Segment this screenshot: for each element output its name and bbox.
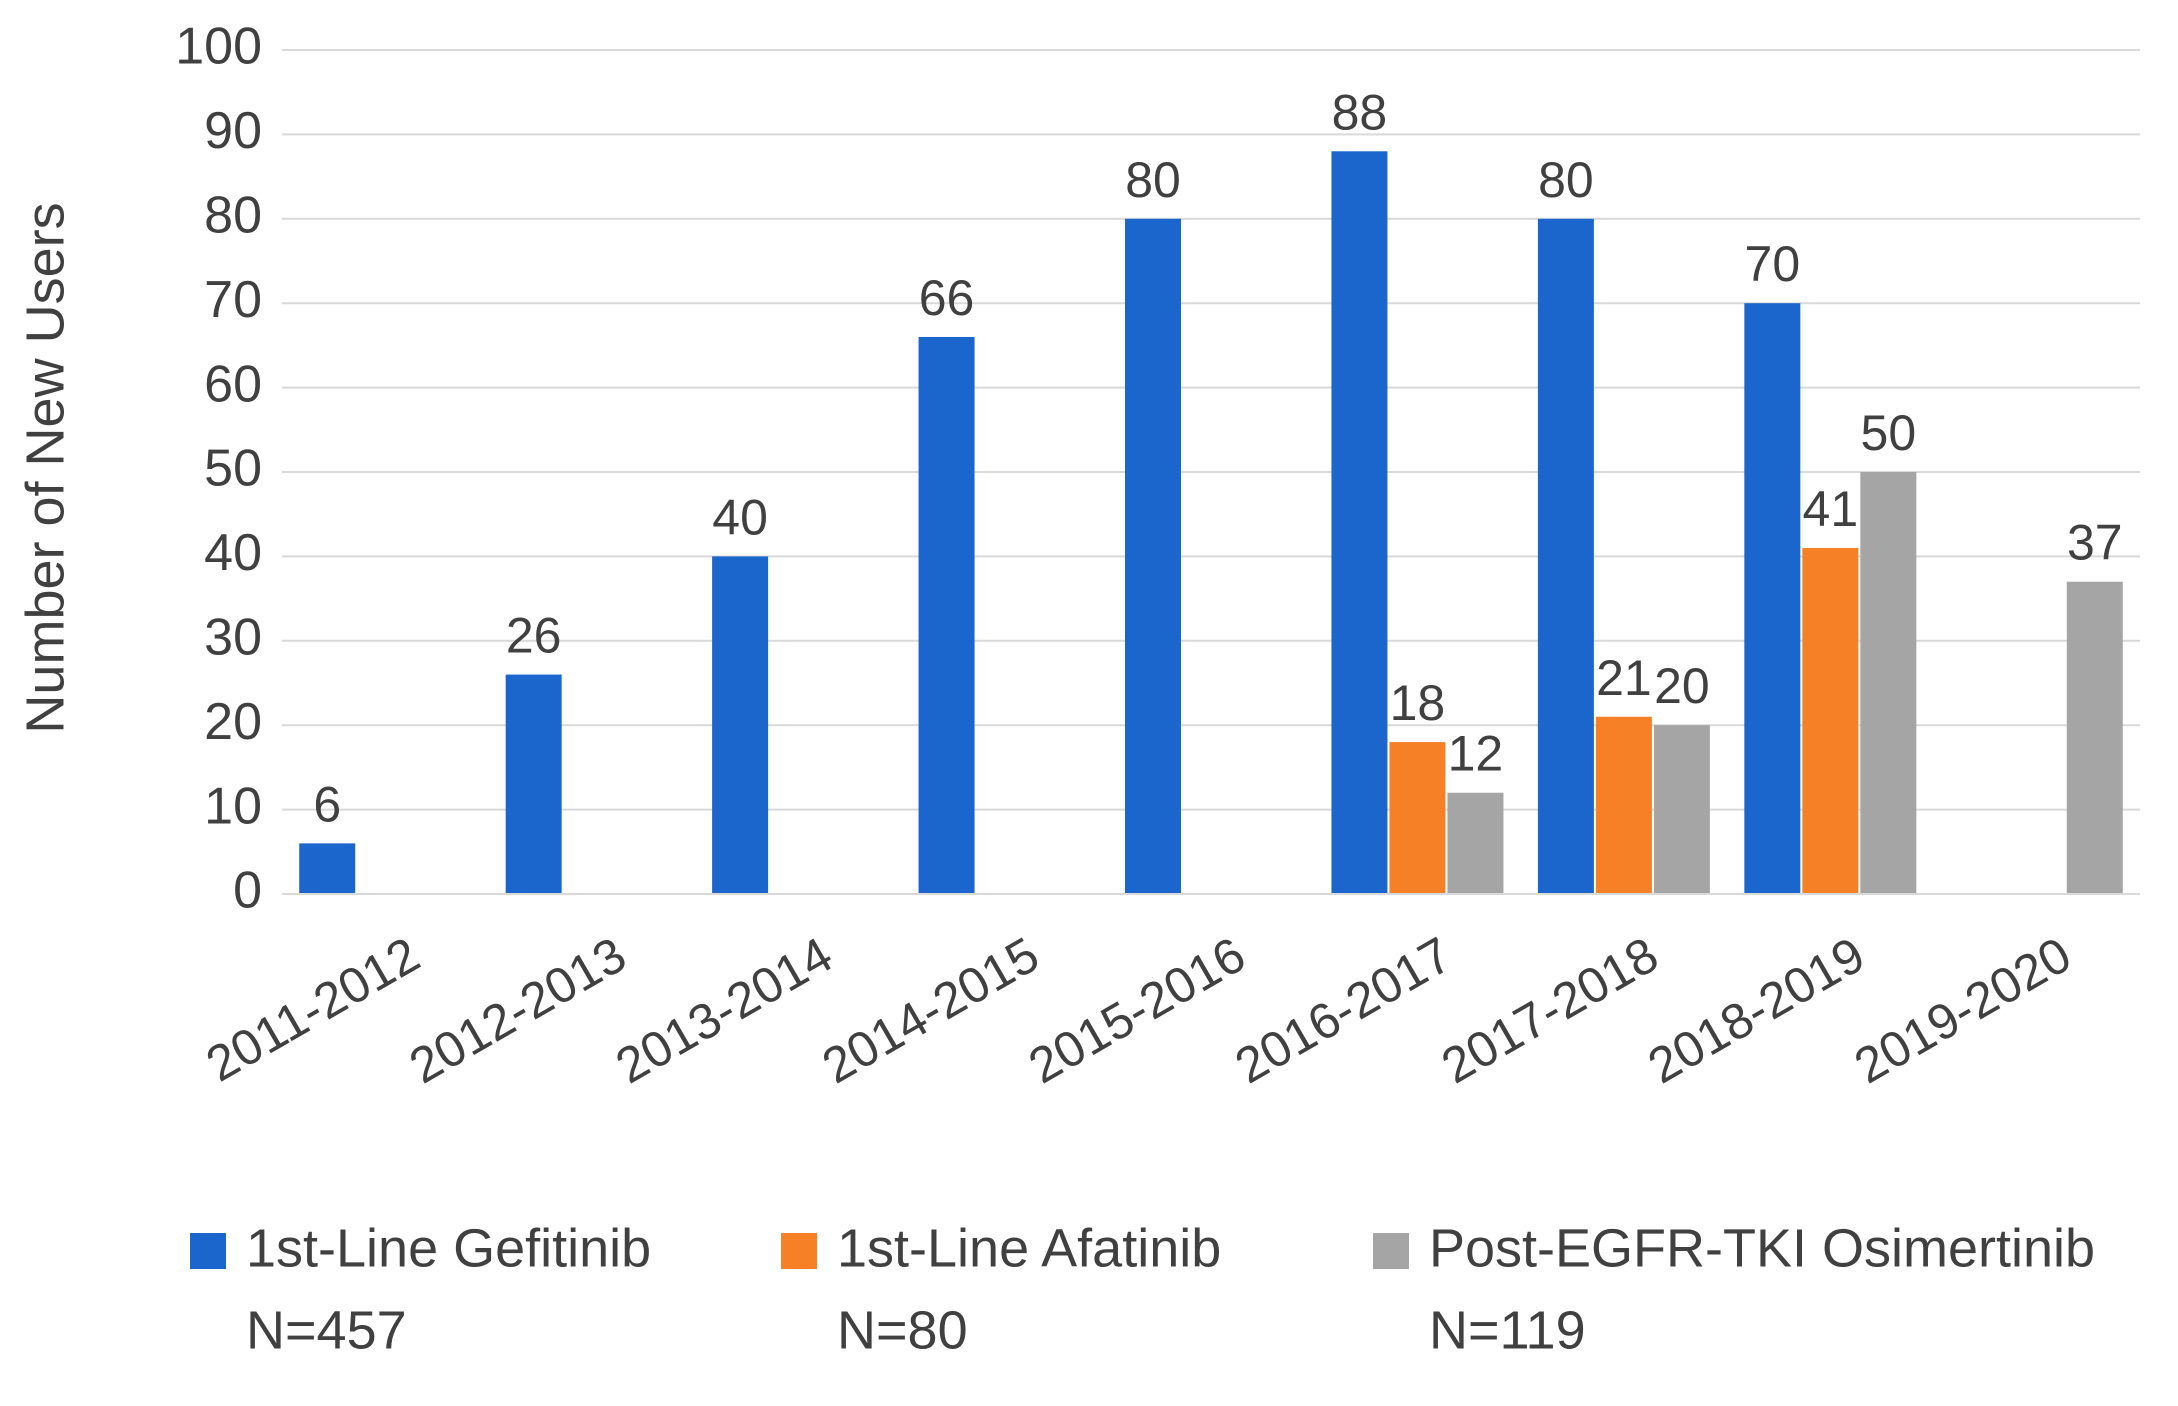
bar	[1744, 303, 1801, 894]
bar	[1447, 792, 1504, 894]
x-tick-label: 2018-2019	[1639, 926, 1874, 1094]
data-label: 50	[1861, 405, 1917, 461]
legend-swatch	[781, 1233, 817, 1269]
legend-swatch	[1373, 1233, 1409, 1269]
data-label: 18	[1390, 675, 1446, 731]
legend-label: Post-EGFR-TKI Osimertinib	[1429, 1218, 2095, 1278]
bar	[1653, 725, 1710, 894]
legend-n-label: N=457	[246, 1300, 407, 1360]
y-tick-label: 100	[175, 18, 262, 76]
data-label: 66	[919, 270, 975, 326]
y-tick-label: 0	[233, 862, 262, 920]
bar	[299, 843, 356, 894]
legend-label: 1st-Line Gefitinib	[246, 1218, 651, 1278]
y-tick-label: 60	[204, 355, 262, 413]
bar	[1802, 547, 1859, 894]
bar	[1595, 716, 1652, 894]
y-tick-label: 80	[204, 187, 262, 245]
y-tick-label: 10	[204, 777, 262, 835]
x-tick-label: 2012-2013	[400, 926, 635, 1094]
x-tick-label: 2014-2015	[813, 926, 1048, 1094]
bar	[918, 336, 975, 895]
y-tick-label: 40	[204, 524, 262, 582]
x-tick-label: 2011-2012	[197, 926, 429, 1092]
y-tick-label: 20	[204, 693, 262, 751]
bar	[1537, 218, 1594, 895]
bar	[1331, 151, 1388, 894]
y-tick-label: 90	[204, 102, 262, 160]
data-label: 80	[1538, 152, 1594, 208]
data-label: 26	[506, 608, 562, 664]
data-label: 80	[1125, 152, 1181, 208]
y-axis-label: Number of New Users	[15, 202, 75, 733]
x-tick-label: 2017-2018	[1432, 926, 1667, 1094]
data-label: 37	[2067, 515, 2123, 571]
data-label: 88	[1332, 84, 1388, 140]
bar	[505, 674, 562, 894]
y-tick-label: 30	[204, 609, 262, 667]
data-label: 70	[1745, 236, 1801, 292]
data-label: 40	[712, 489, 768, 545]
legend-n-label: N=80	[837, 1300, 968, 1360]
legend-swatch	[190, 1233, 226, 1269]
bar	[1860, 472, 1917, 894]
x-tick-label: 2016-2017	[1226, 926, 1461, 1094]
bar	[2066, 581, 2123, 894]
x-tick-label: 2013-2014	[607, 926, 842, 1094]
legend-label: 1st-Line Afatinib	[837, 1218, 1221, 1278]
data-label: 21	[1596, 650, 1652, 706]
data-label: 12	[1448, 726, 1504, 782]
bar	[1389, 742, 1446, 894]
bar	[712, 556, 769, 894]
data-label: 20	[1654, 658, 1710, 714]
x-tick-label: 2019-2020	[1845, 926, 2080, 1094]
bar	[1125, 218, 1181, 895]
y-tick-label: 70	[204, 271, 262, 329]
y-tick-label: 50	[204, 440, 262, 498]
data-label: 6	[313, 776, 341, 832]
data-label: 41	[1803, 481, 1859, 537]
x-tick-label: 2015-2016	[1019, 926, 1254, 1094]
legend-n-label: N=119	[1429, 1300, 1586, 1360]
